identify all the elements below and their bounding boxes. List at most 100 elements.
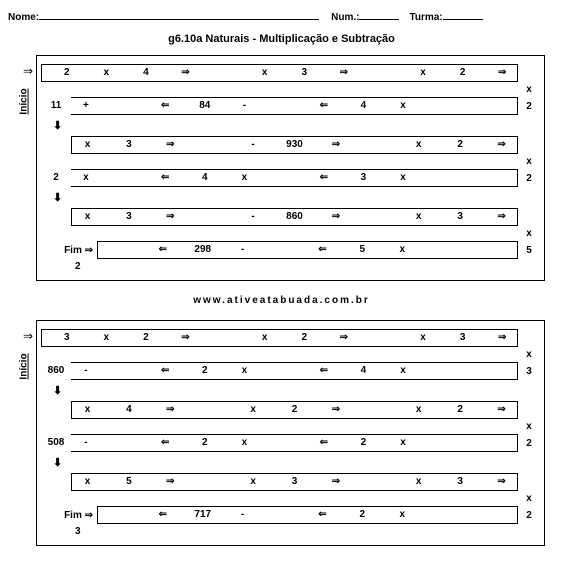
cell: 2: [42, 65, 91, 81]
blank-cell[interactable]: [467, 507, 517, 523]
blank-cell[interactable]: [101, 170, 151, 186]
blank-cell[interactable]: [259, 170, 309, 186]
puzzle-1: ⇒ Início 2 x 4 ⇒ x 3 ⇒ x 2 ⇒ x 11 + ⇐ 84…: [36, 55, 545, 281]
blank-cell[interactable]: [359, 330, 408, 346]
side-val: 2: [518, 438, 540, 449]
blank-cell[interactable]: [101, 98, 151, 114]
side-val: 3: [518, 366, 540, 377]
cell: 930: [269, 137, 321, 153]
math-row: 2 x 4 ⇒ x 3 ⇒ x 2 ⇒: [41, 64, 518, 82]
blank-cell[interactable]: [467, 435, 517, 451]
math-row: + ⇐ 84 - ⇐ 4 x: [71, 97, 518, 115]
nome-label: Nome:: [8, 12, 39, 23]
side-val: 5: [518, 245, 540, 256]
cell: x: [72, 137, 103, 153]
blank-cell[interactable]: [259, 98, 309, 114]
cell: 3: [103, 137, 155, 153]
blank-cell[interactable]: [258, 242, 308, 258]
cell: -: [228, 242, 258, 258]
blank-cell[interactable]: [186, 402, 238, 418]
cell: x: [388, 435, 418, 451]
cell: -: [238, 137, 269, 153]
num-field[interactable]: [359, 8, 399, 20]
cell: x: [250, 65, 280, 81]
blank-cell[interactable]: [359, 65, 408, 81]
arrow-right-icon: ⇒: [155, 209, 186, 225]
blank-cell[interactable]: [351, 209, 403, 225]
blank-cell[interactable]: [467, 170, 517, 186]
blank-cell[interactable]: [418, 363, 468, 379]
cell: 298: [178, 242, 228, 258]
blank-cell[interactable]: [101, 363, 151, 379]
blank-cell[interactable]: [186, 209, 238, 225]
lead-cell: 860: [41, 363, 71, 379]
blank-cell[interactable]: [417, 507, 467, 523]
cell: 2: [121, 330, 170, 346]
blank-cell[interactable]: [186, 137, 238, 153]
cell: 3: [339, 170, 389, 186]
blank-cell[interactable]: [200, 65, 249, 81]
arrow-right-icon: ⇒: [155, 402, 186, 418]
fim-label: Fim ⇒: [41, 510, 97, 521]
cell: 2: [434, 402, 486, 418]
turma-field[interactable]: [443, 8, 483, 20]
arrow-right-icon: ⇒: [320, 474, 351, 490]
blank-cell[interactable]: [417, 242, 467, 258]
cell: x: [403, 137, 434, 153]
fim-label: Fim ⇒: [41, 245, 97, 256]
side-op: x: [518, 228, 540, 239]
blank-cell[interactable]: [467, 363, 517, 379]
cell: 5: [337, 242, 387, 258]
cell: -: [228, 507, 258, 523]
cell: x: [403, 209, 434, 225]
cell: 2: [337, 507, 387, 523]
blank-cell[interactable]: [200, 330, 249, 346]
arrow-right-icon: ⇒: [320, 402, 351, 418]
blank-cell[interactable]: [186, 474, 238, 490]
below-number: 3: [75, 526, 540, 537]
blank-cell[interactable]: [258, 507, 308, 523]
cell: 3: [438, 330, 487, 346]
cell: x: [238, 474, 269, 490]
lead-cell: 11: [41, 98, 71, 114]
start-arrow-icon: ⇒: [23, 329, 33, 343]
blank-cell[interactable]: [351, 137, 403, 153]
arrow-right-icon: ⇒: [487, 65, 517, 81]
arrow-left-icon: ⇐: [150, 435, 180, 451]
blank-cell[interactable]: [418, 435, 468, 451]
blank-cell[interactable]: [98, 242, 148, 258]
cell: 4: [121, 65, 170, 81]
blank-cell[interactable]: [418, 170, 468, 186]
blank-cell[interactable]: [259, 435, 309, 451]
cell: x: [408, 65, 438, 81]
arrow-left-icon: ⇐: [307, 242, 337, 258]
side-op: x: [518, 84, 540, 95]
cell: x: [72, 474, 103, 490]
arrow-right-icon: ⇒: [486, 474, 517, 490]
cell: x: [408, 330, 438, 346]
blank-cell[interactable]: [467, 98, 517, 114]
cell: 2: [280, 330, 329, 346]
arrow-down-icon: ⬇: [53, 384, 540, 397]
arrow-right-icon: ⇒: [329, 65, 359, 81]
blank-cell[interactable]: [98, 507, 148, 523]
side-op: x: [518, 421, 540, 432]
cell: 2: [438, 65, 487, 81]
math-row: - ⇐ 2 x ⇐ 4 x: [71, 362, 518, 380]
nome-field[interactable]: [39, 8, 319, 20]
arrow-left-icon: ⇐: [150, 98, 180, 114]
arrow-down-icon: ⬇: [53, 456, 540, 469]
cell: x: [230, 435, 260, 451]
blank-cell[interactable]: [351, 474, 403, 490]
inicio-label: Início: [19, 353, 30, 379]
blank-cell[interactable]: [351, 402, 403, 418]
cell: 3: [434, 209, 486, 225]
blank-cell[interactable]: [418, 98, 468, 114]
blank-cell[interactable]: [467, 242, 517, 258]
blank-cell[interactable]: [101, 435, 151, 451]
blank-cell[interactable]: [259, 363, 309, 379]
cell: x: [387, 242, 417, 258]
cell: x: [388, 170, 418, 186]
cell: x: [72, 402, 103, 418]
cell: 3: [103, 209, 155, 225]
